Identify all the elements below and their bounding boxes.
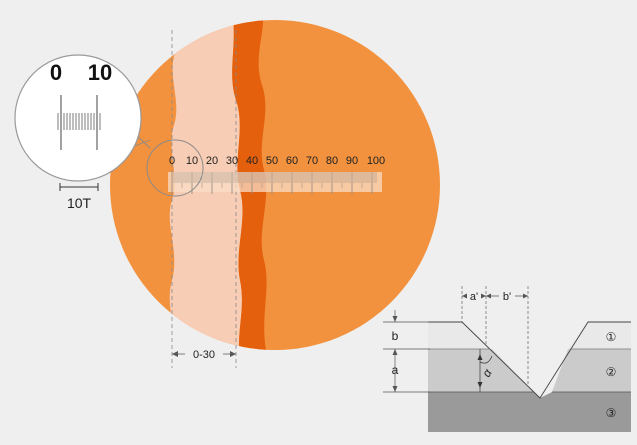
layer-2	[428, 349, 631, 398]
label-bg	[467, 289, 481, 302]
scale-number: 20	[206, 155, 218, 167]
scale-number: 100	[367, 155, 385, 167]
range-arrow-right	[230, 351, 236, 357]
scale-number: 10	[186, 155, 198, 167]
scale-number: 30	[226, 155, 238, 167]
width-arrow	[462, 293, 467, 299]
scale-number: 60	[286, 155, 298, 167]
angle-arrow-top	[477, 354, 483, 360]
cross-section: a' b' b a α ① ② ③	[383, 286, 631, 432]
ruler-ticks	[171, 172, 377, 194]
scale-number: 80	[326, 155, 338, 167]
depth-label-a: a	[392, 363, 399, 377]
layer-number-2: ②	[606, 365, 617, 379]
width-label-a-prime: a'	[470, 291, 478, 303]
unit-label: 10T	[67, 195, 92, 211]
ruler-bar	[168, 172, 382, 192]
magnifier-ticks	[57, 95, 101, 150]
ruler-scale: 0 10 20 30 40 50 60 70 80 90 100	[168, 155, 385, 194]
angle-arc	[479, 355, 493, 364]
scale-number: 40	[246, 155, 258, 167]
layer-number-1: ①	[606, 330, 617, 344]
range-label-bg	[185, 346, 223, 362]
range-arrow-left	[172, 351, 178, 357]
angle-arrow-bottom	[477, 382, 483, 388]
layer-number-3: ③	[606, 406, 617, 420]
width-arrow	[481, 293, 486, 299]
range-indicator: 0-30	[172, 346, 236, 362]
depth-arrow	[392, 349, 398, 355]
magnifier-number-left: 0	[50, 60, 62, 85]
surface-outline	[428, 321, 631, 399]
scale-number: 70	[306, 155, 318, 167]
depth-label-b: b	[392, 329, 399, 343]
width-arrow	[523, 293, 528, 299]
magnifier: 0 10 10T	[14, 54, 142, 211]
layer-3	[428, 392, 631, 432]
range-label: 0-30	[193, 349, 215, 361]
zoom-target-circle	[146, 139, 204, 197]
scale-number: 50	[266, 155, 278, 167]
depth-arrow	[392, 386, 398, 392]
scale-number: 0	[169, 155, 175, 167]
magnifier-number-right: 10	[88, 60, 112, 85]
scale-number: 90	[346, 155, 358, 167]
width-arrow	[486, 293, 491, 299]
layer-1	[428, 322, 631, 349]
label-bg	[499, 289, 515, 302]
magnifier-circle	[14, 54, 142, 182]
depth-arrow	[392, 316, 398, 322]
width-label-b-prime: b'	[503, 291, 511, 303]
